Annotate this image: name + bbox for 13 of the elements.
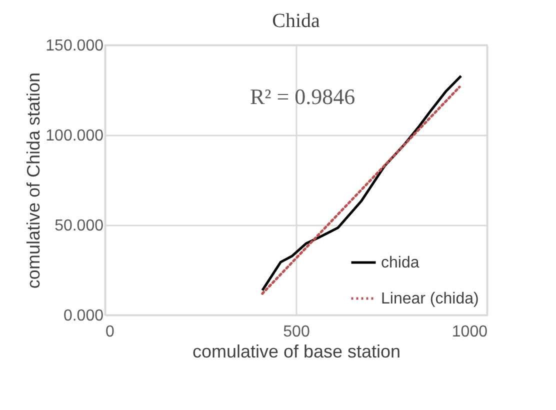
- x-axis-title: comulative of base station: [192, 342, 401, 362]
- legend-label: chida: [381, 254, 420, 272]
- x-tick-label: 1000: [452, 324, 488, 340]
- y-tick-label: 50.000: [54, 218, 104, 234]
- legend-label: Linear (chida): [381, 290, 479, 308]
- y-axis-title: comulative of Chida station: [24, 72, 44, 289]
- annotation: R² = 0.9846: [250, 84, 356, 109]
- chart-title: Chida: [272, 10, 320, 32]
- y-tick-label: 150.000: [46, 38, 104, 54]
- y-tick-label: 0.000: [63, 308, 104, 324]
- x-tick-label: 500: [283, 324, 310, 340]
- x-tick-label: 0: [106, 324, 114, 340]
- y-tick-label: 100.000: [46, 128, 104, 144]
